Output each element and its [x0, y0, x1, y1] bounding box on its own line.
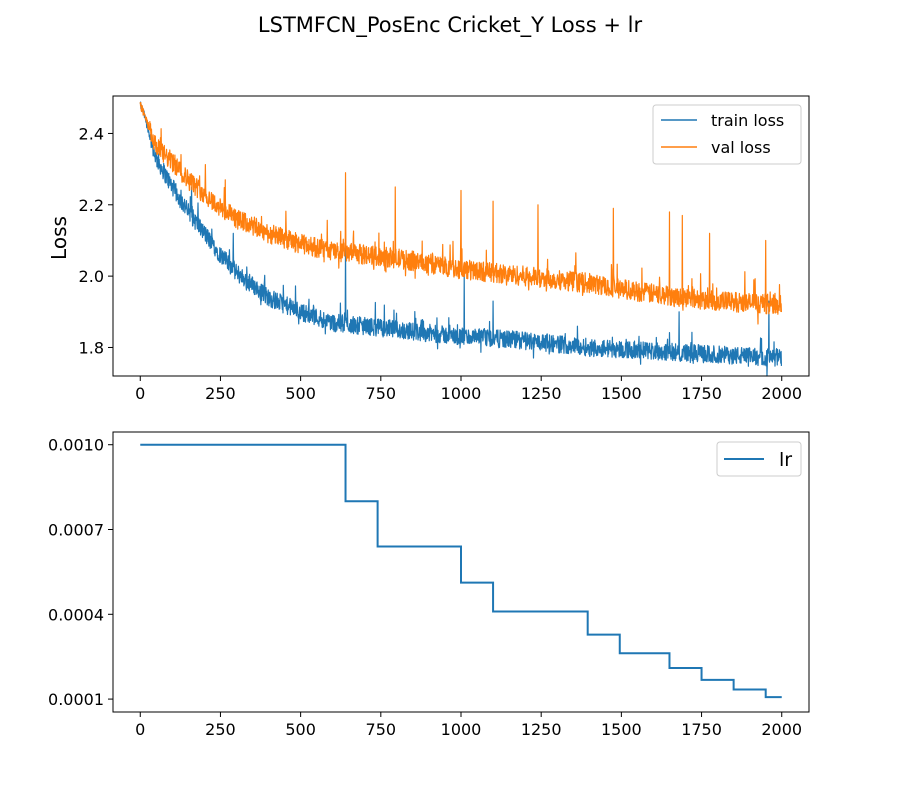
lr-x-tick-label: 1250: [521, 720, 562, 739]
loss-legend: train loss val loss: [652, 104, 802, 165]
loss-x-tick-label: 1250: [521, 384, 562, 403]
loss-x-tick-label: 0: [135, 384, 145, 403]
lr-x-ticks: 0 250 500 750 1000 1250 1500 1750 2000: [135, 712, 802, 739]
loss-y-tick-label: 2.0: [79, 267, 104, 286]
loss-x-tick-label: 250: [205, 384, 236, 403]
figure-title: LSTMFCN_PosEnc Cricket_Y Loss + lr: [258, 13, 643, 38]
val-loss-series-line: [139, 102, 783, 325]
lr-x-tick-label: 0: [135, 720, 145, 739]
loss-x-tick-label: 750: [366, 384, 397, 403]
train-loss-legend-label: train loss: [711, 111, 784, 130]
loss-axes: 0 250 500 750 1000 1250 1500 1750 2000 1.8 2.0 2.2…: [47, 95, 810, 403]
lr-series-group: [140, 443, 782, 699]
loss-y-tick-label: 2.4: [79, 124, 104, 143]
lr-y-tick-label: 0.0007: [48, 521, 104, 540]
lr-series-line: [140, 443, 782, 699]
loss-x-tick-label: 1500: [601, 384, 642, 403]
loss-y-tick-label: 1.8: [79, 338, 104, 357]
lr-y-tick-label: 0.0004: [48, 605, 104, 624]
loss-x-tick-label: 1000: [441, 384, 482, 403]
lr-x-tick-label: 2000: [761, 720, 802, 739]
loss-x-tick-label: 1750: [681, 384, 722, 403]
lr-axes: 0 250 500 750 1000 1250 1500 1750 2000 0.00010.0…: [48, 431, 810, 739]
lr-x-tick-label: 500: [285, 720, 316, 739]
lr-x-tick-label: 250: [205, 720, 236, 739]
loss-y-tick-label: 2.2: [79, 196, 104, 215]
lr-x-tick-label: 750: [366, 720, 397, 739]
lr-x-tick-label: 1750: [681, 720, 722, 739]
loss-x-ticks: 0 250 500 750 1000 1250 1500 1750 2000: [135, 376, 802, 403]
lr-legend: lr: [716, 441, 802, 477]
lr-x-tick-label: 1000: [441, 720, 482, 739]
loss-y-axis-label: Loss: [47, 216, 71, 260]
loss-y-ticks: 1.8 2.0 2.2 2.4: [79, 124, 113, 357]
lr-x-tick-label: 1500: [601, 720, 642, 739]
lr-legend-label: lr: [779, 449, 792, 471]
train-loss-series-line: [139, 101, 783, 377]
lr-y-tick-label: 0.0001: [48, 690, 104, 709]
lr-y-ticks: 0.0001 0.0004 0.0007 0.0010: [48, 436, 113, 709]
loss-series-group: [139, 101, 783, 377]
lr-y-tick-label: 0.0010: [48, 436, 104, 455]
val-loss-legend-label: val loss: [711, 138, 771, 157]
loss-x-tick-label: 2000: [761, 384, 802, 403]
loss-x-tick-label: 500: [285, 384, 316, 403]
